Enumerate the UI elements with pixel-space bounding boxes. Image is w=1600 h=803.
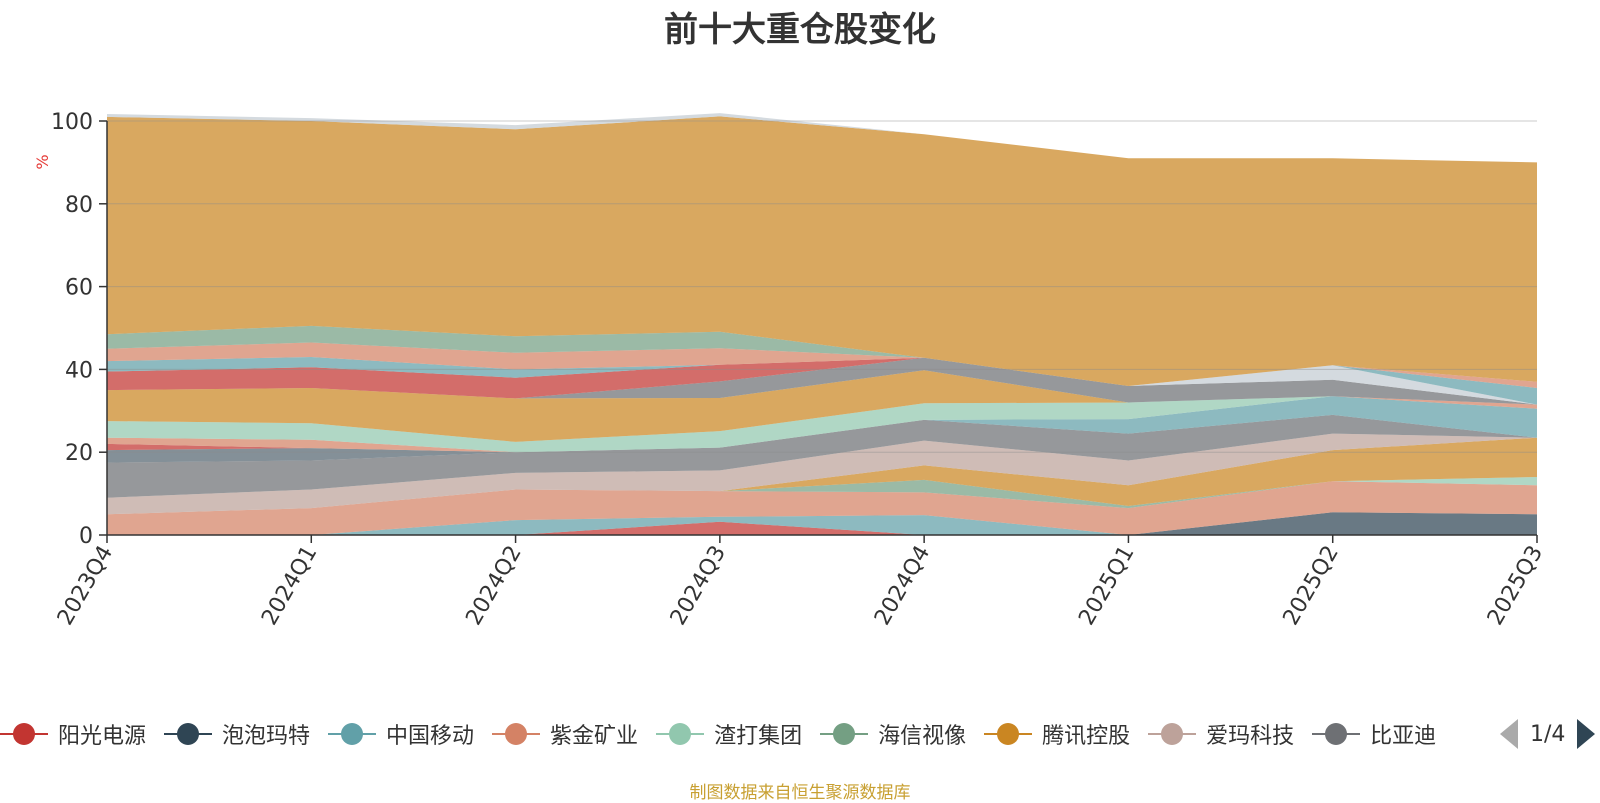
area-series-2[interactable] xyxy=(107,512,1537,535)
area-series-14[interactable] xyxy=(107,396,1537,453)
legend: 阳光电源 泡泡玛特 中国移动 紫金矿业 渣打集团 海信视像 腾讯控股 爱玛科技 比亚迪 xyxy=(0,716,1485,752)
legend-item-3[interactable]: 紫金矿业 xyxy=(492,718,638,750)
area-series-28[interactable] xyxy=(107,116,1537,387)
area-series-22[interactable] xyxy=(107,357,1537,405)
legend-next-icon[interactable] xyxy=(1577,719,1596,749)
legend-prev-icon[interactable] xyxy=(1500,719,1518,749)
area-series-17[interactable] xyxy=(107,370,1537,442)
area-series-24[interactable] xyxy=(107,357,1537,405)
legend-item-5[interactable]: 海信视像 xyxy=(820,718,966,750)
area-series-0[interactable] xyxy=(107,521,1537,535)
x-tick-label-2025Q2: 2025Q2 xyxy=(1279,542,1344,630)
legend-pager: 1/4 xyxy=(1500,716,1596,752)
source-note: 制图数据来自恒生聚源数据库 xyxy=(689,783,911,803)
x-tick-label-2023Q4: 2023Q4 xyxy=(53,542,118,630)
legend-item-1[interactable]: 泡泡玛特 xyxy=(164,718,310,750)
y-tick-label-20: 20 xyxy=(65,441,93,466)
area-series-27[interactable] xyxy=(107,325,1537,386)
legend-label: 渣打集团 xyxy=(714,724,803,749)
legend-label: 泡泡玛特 xyxy=(222,724,311,749)
legend-label: 腾讯控股 xyxy=(1042,724,1131,749)
y-tick-label-0: 0 xyxy=(79,524,93,549)
legend-swatch-icon xyxy=(1148,722,1197,746)
legend-swatch-icon xyxy=(1312,722,1361,746)
legend-item-8[interactable]: 比亚迪 xyxy=(1312,718,1436,750)
legend-label: 爱玛科技 xyxy=(1206,724,1295,749)
legend-label: 海信视像 xyxy=(878,724,967,749)
y-axis-label: % xyxy=(33,154,52,169)
area-series-7[interactable] xyxy=(107,433,1537,515)
legend-label: 比亚迪 xyxy=(1370,724,1437,749)
chart-title: 前十大重仓股变化 xyxy=(664,10,936,50)
x-tick-label-2024Q2: 2024Q2 xyxy=(461,542,526,630)
area-series-6[interactable] xyxy=(107,437,1537,515)
area-series-25[interactable] xyxy=(107,342,1537,389)
y-tick-label-100: 100 xyxy=(51,110,93,135)
area-series-9[interactable] xyxy=(107,414,1537,463)
x-tick-label-2025Q1: 2025Q1 xyxy=(1074,542,1139,630)
legend-swatch-icon xyxy=(820,722,869,746)
legend-item-6[interactable]: 腾讯控股 xyxy=(984,718,1130,750)
area-series-15[interactable] xyxy=(107,396,1537,453)
legend-item-0[interactable]: 阳光电源 xyxy=(0,718,146,750)
area-series-1[interactable] xyxy=(107,512,1537,535)
legend-item-7[interactable]: 爱玛科技 xyxy=(1148,718,1294,750)
legend-swatch-icon xyxy=(328,722,377,746)
y-tick-label-40: 40 xyxy=(65,358,93,383)
area-series-13[interactable] xyxy=(107,396,1537,453)
area-series-21[interactable] xyxy=(107,357,1537,405)
area-series-3[interactable] xyxy=(107,481,1537,535)
x-tick-label-2024Q4: 2024Q4 xyxy=(870,542,935,630)
area-series-8[interactable] xyxy=(107,414,1537,498)
area-series-4[interactable] xyxy=(107,477,1537,515)
legend-label: 紫金矿业 xyxy=(550,724,639,749)
y-tick-label-80: 80 xyxy=(65,193,93,218)
legend-label: 中国移动 xyxy=(386,724,475,749)
legend-item-4[interactable]: 渣打集团 xyxy=(656,718,802,750)
legend-swatch-icon xyxy=(492,722,541,746)
y-tick-label-60: 60 xyxy=(65,276,93,301)
legend-swatch-icon xyxy=(164,722,213,746)
legend-page-indicator: 1/4 xyxy=(1530,721,1566,747)
legend-item-2[interactable]: 中国移动 xyxy=(328,718,474,750)
x-tick-label-2024Q3: 2024Q3 xyxy=(666,542,731,630)
legend-swatch-icon xyxy=(656,722,705,746)
x-tick-label-2025Q3: 2025Q3 xyxy=(1483,542,1548,630)
legend-swatch-icon xyxy=(984,722,1033,746)
legend-label: 阳光电源 xyxy=(58,724,147,749)
area-series-19[interactable] xyxy=(107,357,1537,405)
area-series-29[interactable] xyxy=(107,113,1537,163)
stacked-areas xyxy=(107,113,1537,535)
legend-swatch-icon xyxy=(0,722,48,746)
x-tick-label-2024Q1: 2024Q1 xyxy=(257,542,322,630)
area-series-11[interactable] xyxy=(107,414,1537,453)
